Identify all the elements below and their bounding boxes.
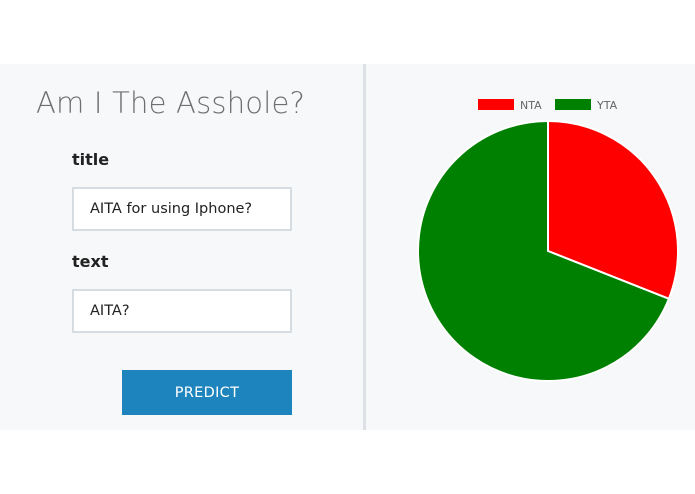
legend-swatch-yta[interactable] <box>555 99 591 110</box>
form-panel: Am I The Asshole? title text PREDICT <box>0 64 363 430</box>
pie-slice-nta[interactable] <box>547 119 679 301</box>
chart-legend: NTA YTA <box>478 99 618 112</box>
panel-divider <box>363 64 366 430</box>
pie-chart: NTA YTA <box>417 99 679 382</box>
title-field-label: title <box>72 150 110 169</box>
text-field-label: text <box>72 252 109 271</box>
legend-label-yta[interactable]: YTA <box>596 99 618 112</box>
text-input[interactable] <box>72 289 292 333</box>
legend-label-nta[interactable]: NTA <box>520 99 542 112</box>
predict-button[interactable]: PREDICT <box>122 370 292 415</box>
title-input[interactable] <box>72 187 292 231</box>
page-title: Am I The Asshole? <box>36 86 306 120</box>
pie-slice-yta[interactable] <box>417 119 671 382</box>
chart-panel: NTA YTA <box>366 64 695 430</box>
app-container: Am I The Asshole? title text PREDICT NTA… <box>0 64 695 430</box>
pie-slices <box>417 119 679 382</box>
legend-swatch-nta[interactable] <box>478 99 514 110</box>
